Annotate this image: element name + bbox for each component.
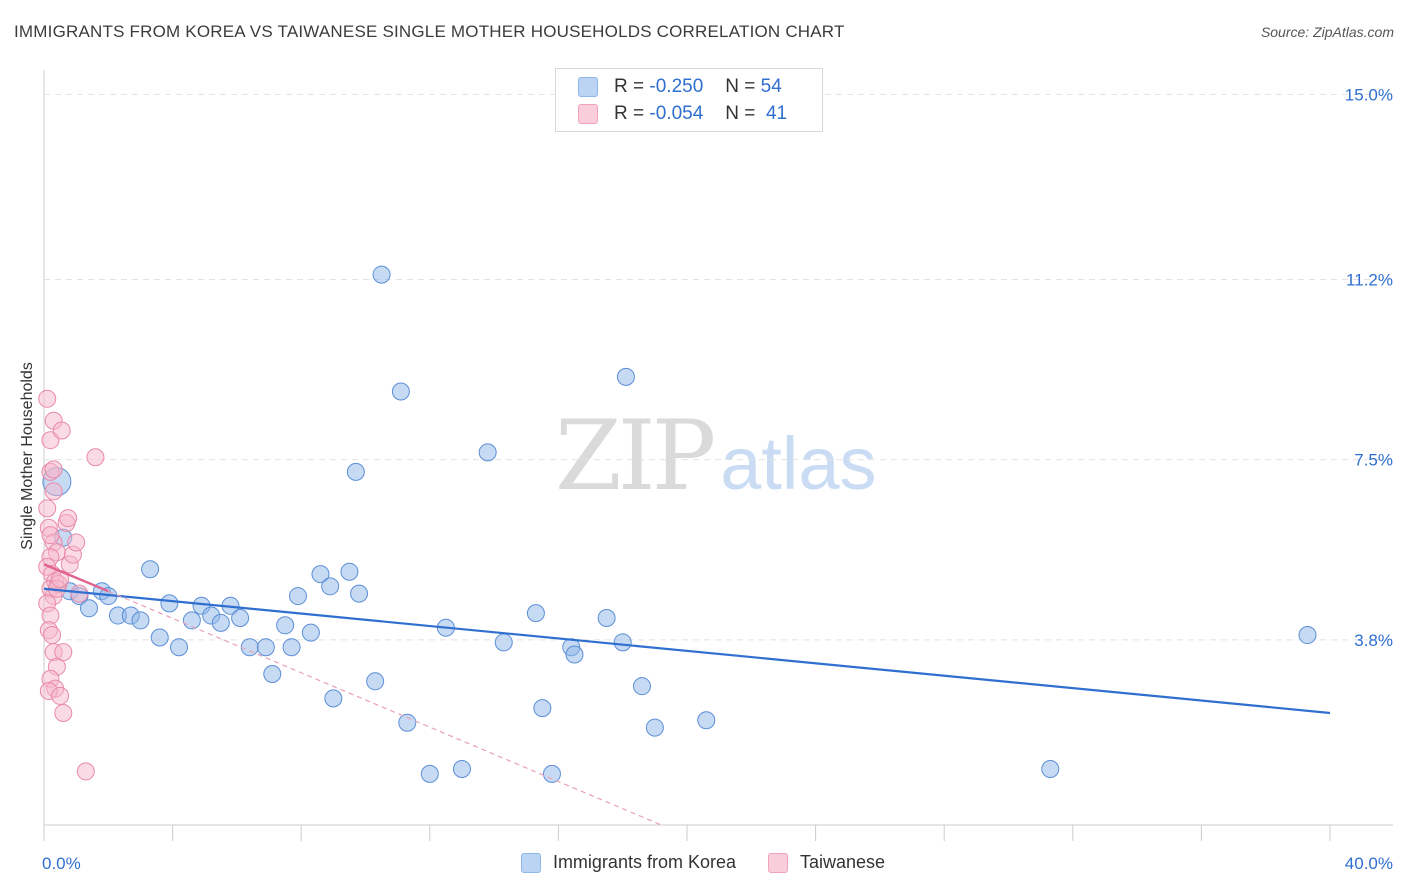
legend-n-label: N =	[725, 103, 756, 124]
legend-row-taiwanese: R = -0.054 N = 41	[578, 103, 787, 125]
korea-point	[141, 560, 160, 579]
korea-point	[160, 594, 179, 613]
korea-point	[366, 672, 385, 691]
korea-point	[256, 638, 275, 657]
korea-point	[542, 764, 561, 783]
korea-point	[276, 616, 295, 635]
taiwanese-point	[59, 509, 78, 528]
taiwanese-point	[54, 703, 73, 722]
korea-point	[616, 367, 635, 386]
korea-point	[478, 443, 497, 462]
korea-point	[697, 711, 716, 730]
korea-trend-line	[43, 587, 1331, 715]
korea-point	[632, 677, 651, 696]
korea-point	[1298, 626, 1317, 645]
korea-point	[597, 608, 616, 627]
taiwanese-point	[76, 762, 95, 781]
legend-r-label: R =	[614, 103, 645, 124]
x-tick-label: 40.0%	[1345, 854, 1393, 873]
korea-point	[533, 699, 552, 718]
y-tick-label: 15.0%	[1345, 85, 1393, 104]
taiwanese-point	[54, 643, 73, 662]
korea-point	[288, 587, 307, 606]
legend-swatch-taiwanese	[578, 104, 598, 124]
series-legend: Immigrants from Korea Taiwanese	[0, 852, 1406, 873]
korea-point	[645, 718, 664, 737]
taiwanese-point	[44, 482, 63, 501]
legend-n-value-korea: 54	[760, 76, 782, 97]
korea-point	[452, 759, 471, 778]
korea-point	[211, 613, 230, 632]
legend-r-value-korea: -0.250	[649, 76, 704, 97]
korea-point	[170, 638, 189, 657]
taiwanese-point	[51, 686, 70, 705]
korea-point	[420, 764, 439, 783]
legend-swatch-korea	[578, 77, 598, 97]
y-tick-label: 3.8%	[1354, 631, 1393, 650]
korea-point	[1041, 759, 1060, 778]
korea-point	[263, 665, 282, 683]
legend-r-value-taiwanese: -0.054	[649, 103, 704, 124]
taiwanese-point	[52, 421, 71, 440]
taiwanese-point	[67, 533, 86, 552]
korea-point	[150, 628, 169, 647]
korea-point	[321, 577, 340, 596]
series-label-korea: Immigrants from Korea	[552, 852, 736, 872]
taiwanese-point	[38, 499, 57, 518]
korea-point	[131, 611, 150, 630]
taiwanese-point	[44, 460, 63, 479]
series-swatch-korea	[520, 852, 541, 873]
legend-r-label: R =	[614, 76, 645, 97]
taiwanese-point	[41, 526, 60, 545]
korea-point	[350, 584, 369, 603]
taiwanese-point	[86, 448, 105, 467]
korea-point	[301, 623, 320, 642]
legend-n-label: N =	[725, 76, 756, 97]
source-label: Source: ZipAtlas.com	[1260, 24, 1394, 40]
korea-point	[565, 645, 584, 664]
taiwanese-point	[43, 626, 62, 645]
korea-point	[526, 604, 545, 623]
korea-point	[494, 633, 513, 652]
korea-point	[282, 638, 301, 657]
korea-point	[182, 611, 201, 630]
korea-point	[391, 382, 410, 401]
taiwanese-trend-line	[43, 563, 109, 593]
korea-point	[340, 562, 359, 581]
correlation-legend: R = -0.250 N = 54 R = -0.054 N = 41	[555, 68, 823, 132]
korea-point	[240, 638, 259, 657]
y-tick-label: 7.5%	[1354, 451, 1393, 470]
korea-point	[346, 462, 365, 481]
legend-n-value-taiwanese: 41	[765, 103, 788, 124]
series-label-taiwanese: Taiwanese	[800, 852, 886, 872]
korea-point	[80, 599, 99, 618]
korea-point	[372, 265, 391, 284]
korea-point	[231, 608, 250, 627]
y-tick-label: 11.2%	[1346, 270, 1393, 289]
korea-point	[613, 633, 632, 652]
korea-point	[324, 689, 343, 708]
chart-title: IMMIGRANTS FROM KOREA VS TAIWANESE SINGL…	[14, 22, 845, 41]
taiwanese-point	[38, 389, 57, 408]
legend-row-korea: R = -0.250 N = 54	[578, 76, 782, 98]
series-legend-korea: Immigrants from Korea	[520, 852, 736, 873]
taiwanese-trend-extension	[108, 590, 662, 826]
x-tick-label: 0.0%	[42, 854, 81, 873]
korea-point	[398, 713, 417, 732]
series-legend-taiwanese: Taiwanese	[768, 852, 885, 873]
korea-point	[311, 565, 330, 584]
series-swatch-taiwanese	[768, 852, 788, 873]
